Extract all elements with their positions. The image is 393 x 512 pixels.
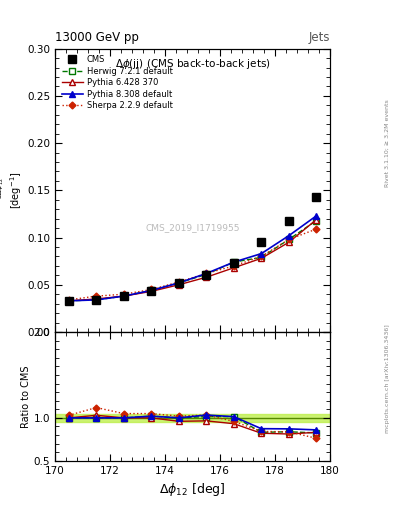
Text: CMS_2019_I1719955: CMS_2019_I1719955 bbox=[145, 223, 240, 231]
Text: Rivet 3.1.10; ≥ 3.2M events: Rivet 3.1.10; ≥ 3.2M events bbox=[385, 99, 389, 187]
Y-axis label: $\frac{1}{\sigma}\frac{d\sigma}{d\Delta\phi_{12}}$
[deg$^{-1}$]: $\frac{1}{\sigma}\frac{d\sigma}{d\Delta\… bbox=[0, 172, 24, 209]
Text: mcplots.cern.ch [arXiv:1306.3436]: mcplots.cern.ch [arXiv:1306.3436] bbox=[385, 325, 389, 433]
Legend: CMS, Herwig 7.2.1 default, Pythia 6.428 370, Pythia 8.308 default, Sherpa 2.2.9 : CMS, Herwig 7.2.1 default, Pythia 6.428 … bbox=[59, 53, 175, 113]
Text: Jets: Jets bbox=[309, 31, 330, 44]
Bar bbox=[55, 414, 330, 422]
Y-axis label: Ratio to CMS: Ratio to CMS bbox=[21, 365, 31, 428]
X-axis label: $\Delta\phi_{12}$ [deg]: $\Delta\phi_{12}$ [deg] bbox=[159, 481, 226, 498]
Text: 13000 GeV pp: 13000 GeV pp bbox=[55, 31, 139, 44]
Text: $\Delta\phi$(jj) (CMS back-to-back jets): $\Delta\phi$(jj) (CMS back-to-back jets) bbox=[115, 57, 270, 71]
